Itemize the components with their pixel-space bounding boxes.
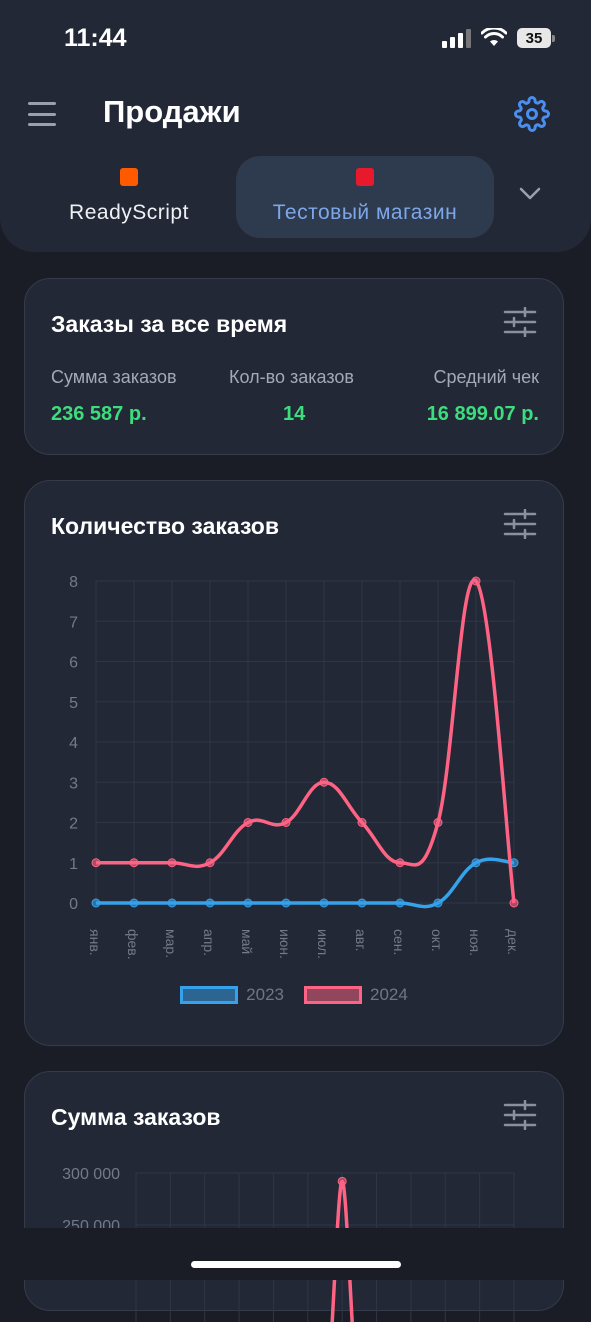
data-point[interactable] (433, 898, 443, 908)
data-point[interactable] (471, 576, 481, 586)
card-title: Сумма заказов (51, 1104, 221, 1130)
data-point[interactable] (243, 898, 253, 908)
data-point[interactable] (319, 777, 329, 787)
data-point[interactable] (281, 818, 291, 827)
y-tick-label: 1 (69, 856, 78, 873)
y-tick-label: 5 (69, 695, 78, 712)
stat-count-label: Кол-во заказов (229, 367, 354, 387)
store-color-marker (356, 168, 374, 186)
data-point[interactable] (357, 898, 367, 908)
data-point[interactable] (281, 898, 291, 908)
orders-count-line-chart: 0 1 2 3 4 5 6 7 8 янв. фев. мар. апр. май июн. июл. авг.… (69, 574, 521, 960)
x-tick-label: сен. (391, 929, 407, 955)
stat-count-value: 14 (283, 403, 306, 425)
stat-avg-value: 16 899.07 р. (426, 403, 539, 425)
chevron-down-icon[interactable] (518, 186, 542, 202)
x-tick-label: фев. (125, 929, 141, 960)
filter-sliders-icon[interactable] (503, 1100, 537, 1130)
y-tick-label: 0 (69, 896, 78, 913)
battery-icon: 35 (517, 28, 555, 48)
settings-gear-icon[interactable] (514, 96, 550, 132)
data-point[interactable] (129, 858, 139, 868)
orders-count-card: Количество заказов 0 1 2 3 4 5 6 7 8 янв. фев. мар.… (24, 480, 564, 1046)
x-tick-label: окт. (429, 929, 445, 952)
data-point[interactable] (243, 818, 253, 827)
y-tick-label: 7 (69, 614, 78, 631)
stat-avg-label: Средний чек (433, 367, 539, 387)
data-point[interactable] (395, 858, 405, 868)
store-tab-label: Тестовый магазин (272, 201, 458, 224)
store-tab-label: ReadyScript (69, 201, 189, 224)
status-icons: 35 (442, 28, 555, 48)
data-point[interactable] (471, 858, 481, 868)
data-point[interactable] (167, 858, 177, 868)
menu-icon[interactable] (28, 102, 56, 126)
home-indicator (191, 1261, 401, 1268)
filter-sliders-icon[interactable] (503, 307, 537, 337)
x-tick-label: дек. (505, 929, 521, 955)
legend-swatch (180, 986, 239, 1004)
data-point[interactable] (433, 818, 443, 827)
data-point[interactable] (395, 898, 405, 908)
data-point[interactable] (91, 898, 101, 908)
store-tab-readyscript[interactable]: ReadyScript (44, 156, 214, 238)
status-time: 11:44 (64, 24, 127, 52)
data-point[interactable] (319, 898, 329, 908)
series-line-2023 (95, 857, 515, 909)
stat-sum-value: 236 587 р. (51, 403, 147, 425)
y-tick-label: 2 (69, 816, 78, 833)
x-tick-label: июл. (315, 929, 331, 959)
x-tick-label: апр. (201, 929, 217, 956)
x-tick-label: май (239, 929, 255, 954)
store-color-marker (120, 168, 138, 186)
store-tab-test-shop[interactable]: Тестовый магазин (236, 156, 494, 238)
data-point[interactable] (205, 858, 215, 868)
y-tick-label: 3 (69, 775, 78, 792)
app-header: 11:44 35 Продажи ReadyScript Тестовый ма… (0, 0, 591, 252)
x-tick-label: мар. (163, 929, 179, 958)
data-point[interactable] (205, 898, 215, 908)
data-point[interactable] (337, 1176, 347, 1186)
legend-item-2024[interactable]: 2024 (304, 985, 408, 1005)
bottom-safe-area (0, 1228, 591, 1280)
legend-swatch (304, 986, 362, 1004)
chart-legend: 2023 2024 (25, 985, 563, 1005)
x-tick-label: ноя. (467, 929, 483, 956)
data-point[interactable] (129, 898, 139, 908)
wifi-icon (481, 28, 507, 46)
page-title: Продажи (103, 94, 241, 129)
card-title: Заказы за все время (51, 311, 288, 337)
legend-item-2023[interactable]: 2023 (180, 985, 284, 1005)
x-tick-label: янв. (87, 929, 103, 956)
card-title: Количество заказов (51, 513, 279, 539)
data-point[interactable] (357, 818, 367, 827)
x-tick-label: авг. (353, 929, 369, 952)
legend-label: 2024 (370, 985, 408, 1004)
data-point[interactable] (509, 898, 519, 908)
cellular-signal-icon (442, 28, 471, 48)
y-tick-label: 6 (69, 655, 78, 672)
legend-label: 2023 (246, 985, 284, 1004)
data-point[interactable] (167, 898, 177, 908)
y-tick-label: 4 (69, 735, 78, 752)
y-tick-label: 300 000 (62, 1166, 120, 1183)
stat-sum-label: Сумма заказов (51, 367, 177, 387)
x-tick-label: июн. (277, 929, 293, 959)
y-tick-label: 8 (69, 574, 78, 591)
data-point[interactable] (91, 858, 101, 868)
filter-sliders-icon[interactable] (503, 509, 537, 539)
orders-total-card: Заказы за все время Сумма заказов Кол-во… (24, 278, 564, 455)
